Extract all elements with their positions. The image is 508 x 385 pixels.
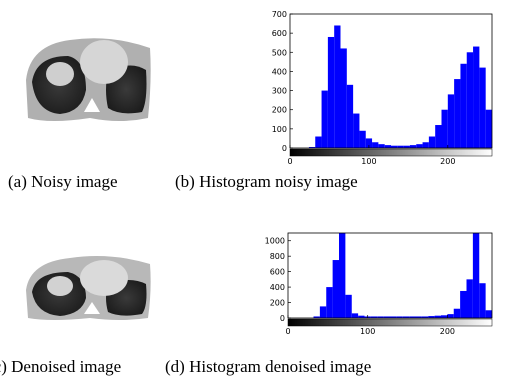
bar — [479, 68, 485, 148]
y-tick-label: 600 — [272, 29, 287, 38]
bar — [435, 125, 441, 148]
bar — [454, 309, 460, 318]
bar — [441, 315, 447, 318]
caption: (a) Noisy image — [8, 172, 118, 191]
bar — [353, 114, 359, 148]
y-tick-label: 200 — [270, 299, 285, 308]
bar — [341, 48, 347, 148]
y-tick-label: 800 — [270, 252, 285, 261]
bar — [429, 137, 435, 148]
y-tick-label: 500 — [272, 48, 287, 57]
bar — [460, 64, 466, 148]
x-tick-label: 0 — [287, 157, 292, 166]
bar — [345, 295, 351, 318]
y-tick-label: 100 — [272, 125, 287, 134]
x-tick-label: 200 — [440, 327, 455, 336]
bar — [315, 137, 321, 148]
caption: (b) Histogram noisy image — [175, 172, 358, 191]
bar — [347, 85, 353, 148]
bar — [372, 142, 378, 148]
bar — [378, 144, 384, 148]
y-tick-label: 1000 — [265, 237, 285, 246]
bar — [460, 291, 466, 318]
bar — [322, 91, 328, 148]
bar — [467, 52, 473, 148]
y-tick-label: 700 — [272, 10, 287, 19]
bar — [326, 287, 332, 318]
bar — [473, 47, 479, 148]
bar — [454, 79, 460, 148]
figure: (a) Noisy image (b) Histogram noisy imag… — [0, 0, 508, 385]
caption: (d) Histogram denoised image — [165, 357, 371, 376]
y-tick-label: 300 — [272, 87, 287, 96]
bar — [320, 306, 326, 318]
ct-denoised-image — [24, 250, 152, 322]
bar — [385, 145, 391, 148]
colorbar — [290, 149, 492, 156]
x-tick-label: 200 — [440, 157, 455, 166]
bar — [423, 142, 429, 148]
y-tick-label: 400 — [272, 67, 287, 76]
y-tick-label: 0 — [282, 144, 287, 153]
ct-noisy-image — [24, 30, 152, 130]
bar — [333, 260, 339, 318]
bar — [334, 25, 340, 148]
page: {"captions": ["(a) Noisy image", "(b) Hi… — [0, 0, 508, 385]
bar — [416, 144, 422, 148]
colorbar — [288, 319, 492, 326]
bar — [359, 131, 365, 148]
y-tick-label: 0 — [280, 314, 285, 323]
caption: (c) Denoised image — [0, 357, 121, 376]
bar — [448, 94, 454, 148]
bar — [339, 233, 345, 318]
histogram — [314, 233, 493, 318]
bar — [479, 283, 485, 318]
bar — [473, 233, 479, 318]
x-tick-label: 100 — [361, 157, 376, 166]
bar — [442, 110, 448, 148]
bar — [352, 313, 358, 318]
histogram — [309, 25, 492, 148]
y-tick-label: 400 — [270, 283, 285, 292]
y-tick-label: 600 — [270, 268, 285, 277]
bar — [486, 310, 492, 318]
bar — [328, 37, 334, 148]
bar — [447, 314, 453, 318]
y-tick-label: 200 — [272, 106, 287, 115]
bar — [467, 279, 473, 318]
bar — [410, 145, 416, 148]
x-tick-label: 0 — [285, 327, 290, 336]
bar — [486, 110, 492, 148]
x-tick-label: 100 — [360, 327, 375, 336]
